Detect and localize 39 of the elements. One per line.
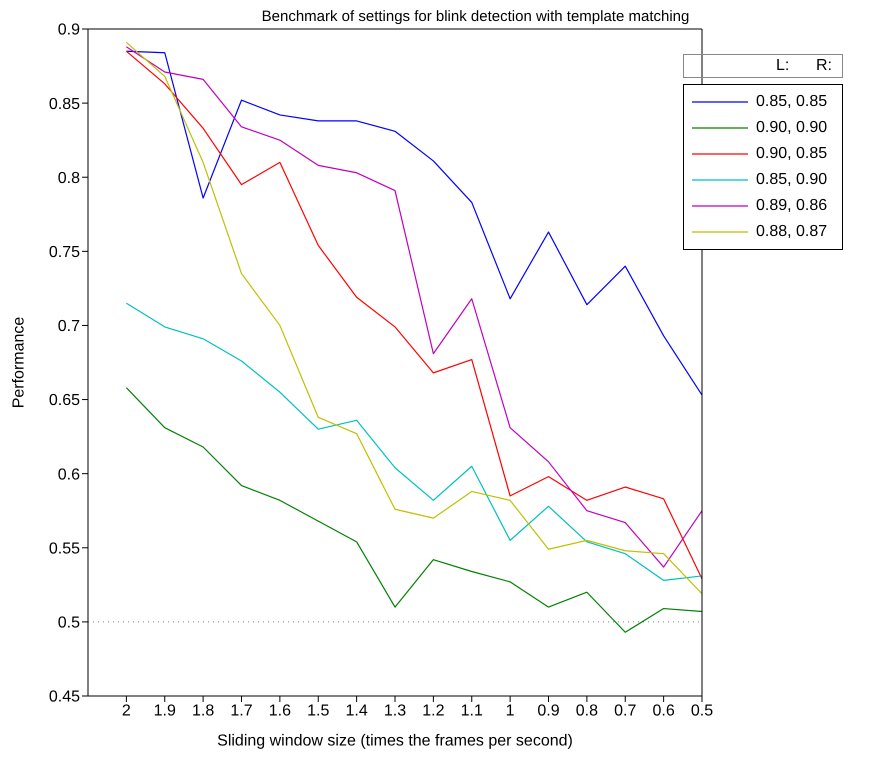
legend-label: 0.89, 0.86	[756, 197, 828, 215]
y-tick-label: 0.65	[48, 392, 80, 410]
x-tick-label: 0.8	[576, 702, 598, 720]
x-axis-title: Sliding window size (times the frames per second)	[217, 732, 573, 750]
line-series	[126, 302, 702, 581]
x-tick-label: 0.6	[652, 702, 675, 720]
y-tick-label: 0.6	[58, 466, 80, 484]
x-tick-label: 1.1	[460, 702, 483, 720]
y-tick-label: 0.5	[58, 614, 80, 632]
line-series	[126, 387, 702, 633]
y-tick-label: 0.8	[58, 170, 80, 187]
y-axis-title: Performance	[10, 316, 28, 408]
y-tick-label: 0.45	[48, 688, 80, 706]
legend-label: 0.85, 0.85	[756, 93, 828, 111]
x-tick-label: 1.4	[346, 702, 368, 720]
x-tick-label: 1.2	[422, 702, 445, 720]
legend-label: 0.90, 0.90	[756, 119, 828, 137]
y-tick-label: 0.75	[48, 244, 80, 262]
x-tick-label: 0.7	[614, 702, 636, 720]
y-tick-label: 0.9	[58, 22, 80, 39]
chart-title: Benchmark of settings for blink detection with template matching	[262, 8, 690, 25]
x-tick-label: 1.3	[384, 702, 406, 720]
x-tick-label: 1	[506, 702, 515, 720]
legend-label: 0.90, 0.85	[756, 145, 828, 163]
legend-label: 0.88, 0.87	[756, 223, 828, 241]
x-tick-label: 1.6	[268, 702, 292, 720]
x-tick-label: 1.7	[230, 702, 253, 720]
legend-title: L: R:	[683, 54, 843, 78]
x-tick-label: 1.9	[154, 702, 176, 720]
x-tick-label: 2	[122, 702, 131, 720]
x-tick-label: 1.8	[192, 702, 214, 720]
x-tick-label: 1.5	[307, 702, 330, 720]
y-tick-label: 0.85	[48, 96, 80, 113]
y-tick-label: 0.55	[48, 540, 80, 558]
x-tick-label: 0.5	[690, 702, 714, 720]
line-series	[126, 50, 702, 396]
y-tick-label: 0.7	[58, 318, 80, 336]
legend-label: 0.85, 0.90	[756, 171, 828, 189]
x-tick-label: 0.9	[537, 702, 560, 720]
